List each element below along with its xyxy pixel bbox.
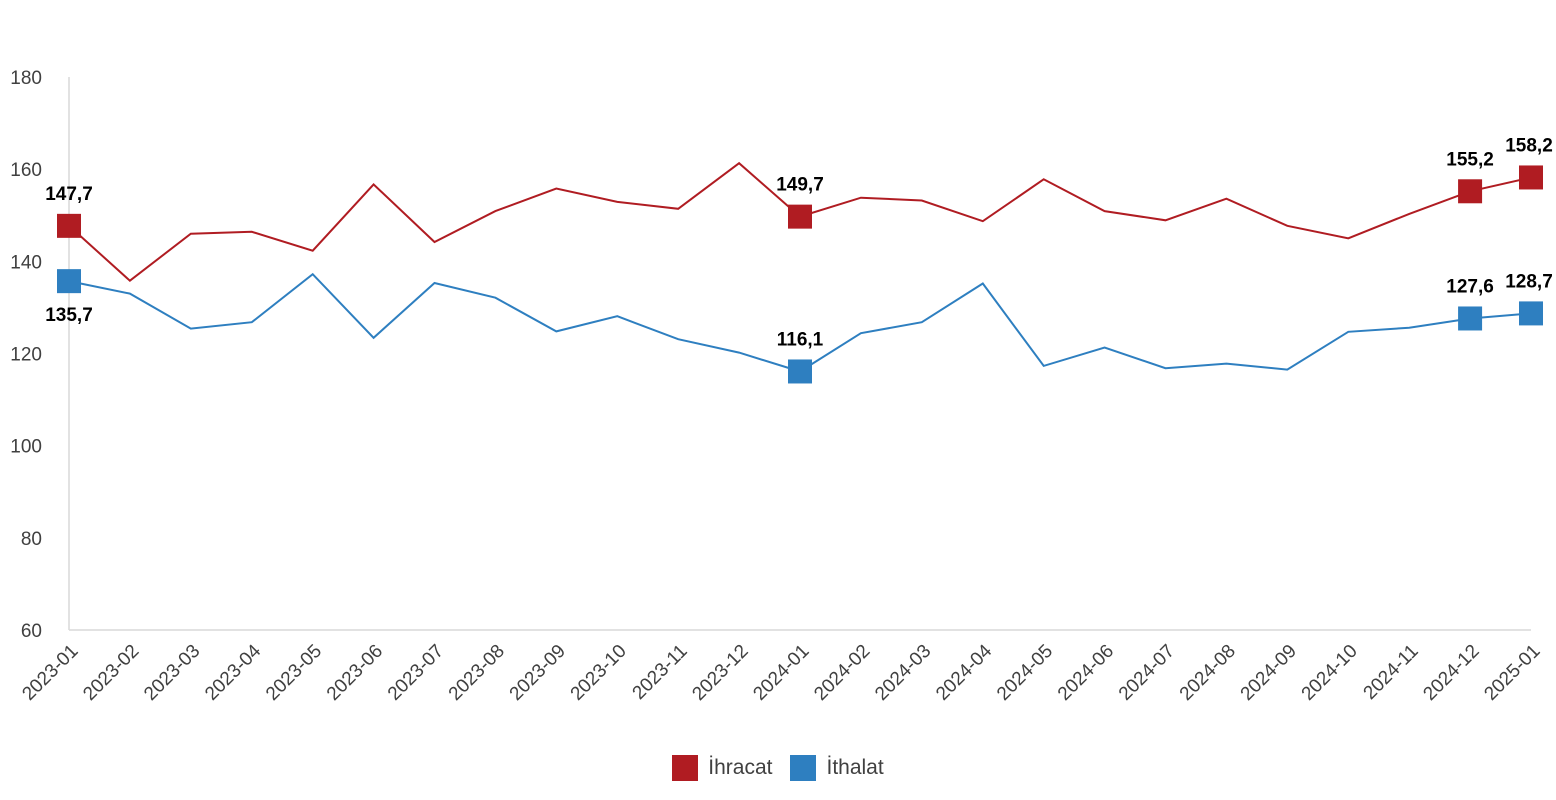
x-tick-label: 2024-11 <box>1360 641 1423 704</box>
x-tick-label: 2025-01 <box>1480 641 1544 705</box>
x-tick-label: 2023-06 <box>323 641 387 705</box>
x-tick-label: 2024-08 <box>1176 641 1240 705</box>
y-tick-label: 180 <box>10 68 42 89</box>
x-tick-label: 2024-10 <box>1298 641 1362 705</box>
legend-swatch-ithalat <box>790 755 817 781</box>
legend-swatch-ihracat <box>672 755 699 781</box>
data-label: 158,2 <box>1505 135 1553 156</box>
x-tick-label: 2023-09 <box>506 641 570 705</box>
x-tick-label: 2024-02 <box>810 641 874 705</box>
x-tick-label: 2024-06 <box>1054 641 1118 705</box>
data-label: 128,7 <box>1505 271 1553 292</box>
series-marker <box>788 204 812 229</box>
series-marker <box>788 359 812 384</box>
y-tick-label: 160 <box>10 160 42 181</box>
x-tick-label: 2024-05 <box>993 641 1057 705</box>
legend-label-ithalat: İthalat <box>826 756 884 779</box>
series-marker <box>1458 179 1483 204</box>
x-tick-label: 2023-01 <box>18 641 82 705</box>
series-marker <box>1458 306 1483 331</box>
legend-label-ihracat: İhracat <box>708 756 773 779</box>
y-tick-label: 80 <box>21 529 42 550</box>
y-axis-ticks: 60 80 100 120 140 160 180 <box>10 68 42 642</box>
x-tick-label: 2024-12 <box>1419 641 1483 705</box>
x-tick-label: 2024-09 <box>1237 641 1301 705</box>
series-marker <box>57 213 81 238</box>
x-tick-label: 2023-07 <box>384 641 448 705</box>
x-tick-label: 2023-04 <box>201 640 265 704</box>
x-tick-label: 2024-03 <box>871 641 935 705</box>
x-tick-label: 2023-03 <box>140 641 204 705</box>
data-label: 116,1 <box>777 329 824 350</box>
x-tick-label: 2024-04 <box>932 640 996 704</box>
data-label: 135,7 <box>45 305 93 326</box>
legend-item-ithalat[interactable]: İthalat <box>790 755 884 781</box>
x-tick-label: 2023-12 <box>688 641 752 705</box>
data-label: 127,6 <box>1446 276 1494 297</box>
x-tick-label: 2024-07 <box>1115 641 1179 705</box>
y-tick-label: 140 <box>10 252 42 273</box>
x-tick-label: 2023-02 <box>79 641 143 705</box>
x-tick-label: 2023-11 <box>629 641 692 704</box>
series-marker <box>1519 301 1543 326</box>
data-label: 155,2 <box>1446 149 1494 170</box>
legend-item-ihracat[interactable]: İhracat <box>672 755 772 781</box>
data-label: 149,7 <box>776 175 824 196</box>
x-tick-label: 2024-01 <box>749 641 813 705</box>
y-tick-label: 100 <box>10 437 42 458</box>
legend: İhracat İthalat <box>0 748 1556 788</box>
x-tick-label: 2023-10 <box>567 641 631 705</box>
series-line-1 <box>68 272 1532 373</box>
data-label: 147,7 <box>45 184 93 205</box>
series-marker <box>57 269 81 294</box>
x-tick-label: 2023-08 <box>445 641 509 705</box>
series-markers <box>57 165 1543 384</box>
y-tick-label: 60 <box>21 621 42 642</box>
axes <box>68 77 1531 631</box>
x-tick-label: 2023-05 <box>262 641 326 705</box>
data-labels: 147,7 149,7 155,2 158,2 135,7 116,1 127,6 128,7 <box>45 135 1553 350</box>
series-marker <box>1519 165 1543 190</box>
x-axis-ticks: 2023-012023-022023-032023-042023-052023-… <box>18 640 1544 704</box>
y-tick-label: 120 <box>10 345 42 366</box>
